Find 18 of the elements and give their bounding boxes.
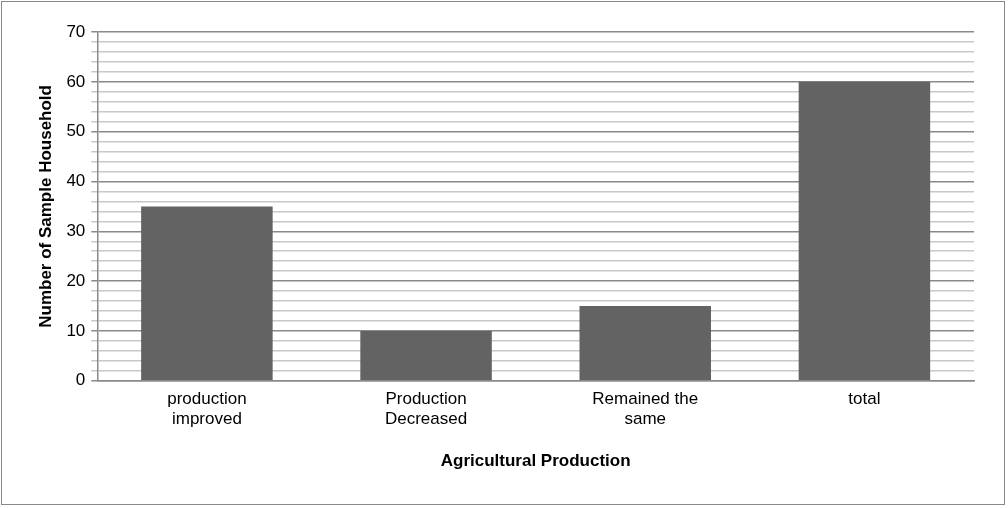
y-axis-title: Number of Sample Household: [35, 85, 55, 328]
y-tick-label: 50: [66, 121, 86, 141]
x-tick-label: Remained the same: [592, 388, 699, 429]
x-tick-label: total: [848, 388, 881, 408]
y-tick-label: 10: [66, 320, 86, 340]
y-tick-label: 0: [75, 370, 86, 390]
x-tick-label: Production Decreased: [384, 388, 468, 429]
bar: [141, 206, 273, 381]
bar: [360, 330, 492, 381]
x-axis-title: Agricultural Production: [440, 451, 631, 471]
y-tick-label: 20: [66, 270, 86, 290]
bar: [798, 81, 931, 381]
y-tick-label: 70: [66, 21, 86, 41]
y-tick-label: 60: [66, 71, 86, 91]
y-tick-label: 30: [66, 221, 86, 240]
bar: [579, 306, 711, 381]
y-tick-label: 40: [66, 171, 86, 191]
x-tick-label: production improved: [167, 388, 247, 429]
